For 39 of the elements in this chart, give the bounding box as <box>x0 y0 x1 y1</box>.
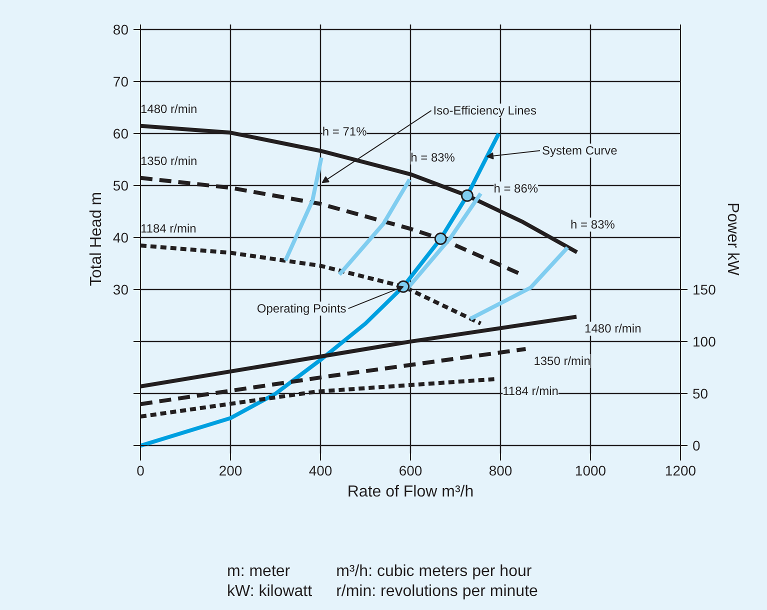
y2-tick-label: 0 <box>692 438 700 454</box>
series-label: 1350 r/min <box>140 154 198 168</box>
annotation: Operating Points <box>256 302 346 316</box>
point <box>460 189 474 202</box>
annotation: h = 83% <box>570 218 616 232</box>
y-tick-label: 70 <box>112 74 129 90</box>
series-label: 1350 r/min <box>534 354 590 368</box>
y2-tick-label: 50 <box>692 386 708 402</box>
y2-tick-label: 100 <box>692 334 716 350</box>
text: r/min: revolutions per minute <box>336 582 538 602</box>
series-label: 1480 r/min <box>140 102 198 116</box>
y-axis-title: Total Head m <box>88 192 105 286</box>
text: kW: kilowatt <box>227 582 312 602</box>
x-tick-label: 1200 <box>664 462 696 478</box>
point <box>434 232 447 245</box>
x-tick-label: 600 <box>398 462 422 478</box>
x-tick-label: 200 <box>218 462 242 478</box>
annotation: h = 83% <box>410 150 456 164</box>
x-tick-label: 800 <box>488 462 512 478</box>
text: m: meter <box>227 562 292 582</box>
annotation: System Curve <box>542 144 618 158</box>
y2-axis-title: Power kW <box>724 202 741 276</box>
y-tick-label: 50 <box>112 178 129 194</box>
x-axis-title: Rate of Flow m³/h <box>347 484 474 500</box>
series-label: 1184 r/min <box>502 384 558 398</box>
x-tick-label: 0 <box>136 462 145 478</box>
series-label: 1184 r/min <box>140 222 196 236</box>
y2-tick-label: 150 <box>692 282 716 298</box>
x-tick-label: 1000 <box>574 462 606 478</box>
series-label: 1480 r/min <box>584 322 642 336</box>
y-tick-label: 80 <box>112 22 129 38</box>
annotation: h = 71% <box>322 124 368 139</box>
y-tick-label: 30 <box>112 282 129 298</box>
annotation: Iso-Efficiency Lines <box>433 104 536 118</box>
y-tick-label: 60 <box>112 126 129 142</box>
annotation: h = 86% <box>494 182 538 196</box>
text: m³/h: cubic meters per hour <box>336 562 533 582</box>
y-tick-label: 40 <box>112 230 129 246</box>
x-tick-label: 400 <box>308 462 332 478</box>
